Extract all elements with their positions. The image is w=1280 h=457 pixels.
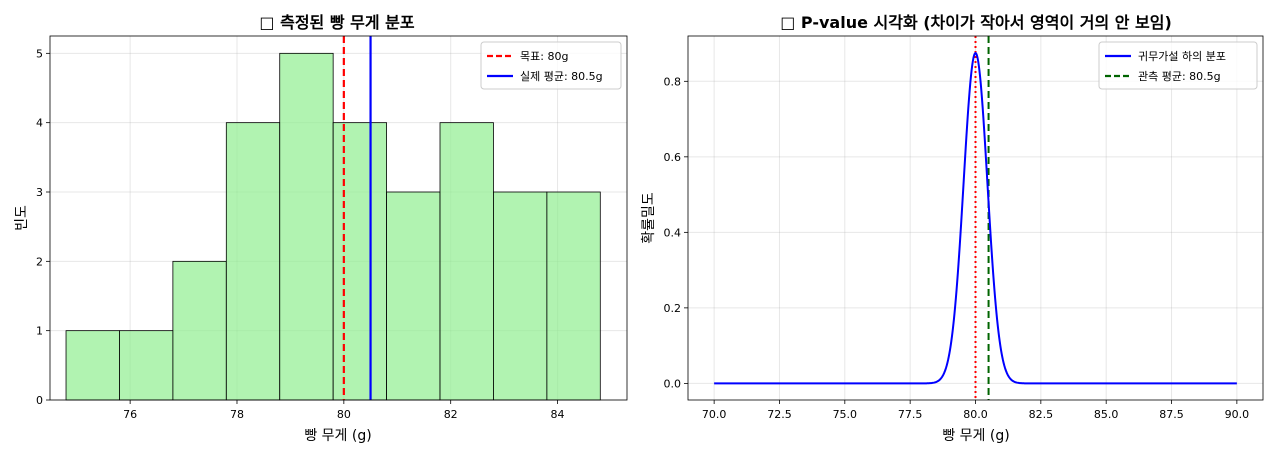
histogram-legend: 목표: 80g 실제 평균: 80.5g [480, 41, 622, 90]
histogram-x-axis-label: 빵 무게 (g) [304, 428, 371, 444]
legend-mean-label: 실제 평균: 80.5g [520, 70, 603, 83]
histogram-bar [172, 260, 227, 401]
y-tick-label: 0.0 [664, 377, 682, 390]
null-distribution-curve [714, 51, 1237, 385]
histogram-y-axis-label: 빈도 [14, 205, 30, 231]
histogram-bar [493, 191, 548, 401]
histogram-x-ticks: 76 78 80 82 84 [123, 400, 565, 421]
histogram-title: □ 측정된 빵 무게 분포 [259, 13, 414, 32]
pvalue-chart: □ P-value 시각화 (차이가 작아서 영역이 거의 안 보임) 70.0… [641, 13, 1264, 444]
x-tick-label: 82 [444, 408, 458, 421]
histogram-bars [65, 52, 601, 401]
y-tick-label: 1 [36, 325, 43, 338]
y-tick-label: 2 [36, 255, 43, 268]
legend-observed-label: 관측 평균: 80.5g [1138, 70, 1221, 83]
x-tick-label: 80.0 [963, 408, 988, 421]
pvalue-y-ticks: 0.0 0.2 0.4 0.6 0.8 [664, 75, 688, 390]
pvalue-title: □ P-value 시각화 (차이가 작아서 영역이 거의 안 보임) [780, 13, 1172, 32]
legend-target-label: 목표: 80g [520, 50, 568, 63]
histogram-bar [386, 191, 441, 401]
histogram-bar [119, 330, 174, 401]
x-tick-label: 75.0 [833, 408, 858, 421]
x-tick-label: 70.0 [702, 408, 727, 421]
histogram-reference-lines [342, 36, 372, 400]
histogram-bar [546, 191, 601, 401]
histogram-bar [439, 122, 494, 401]
histogram-bar [65, 330, 120, 401]
y-tick-label: 5 [36, 47, 43, 60]
y-tick-label: 0 [36, 394, 43, 407]
y-tick-label: 3 [36, 186, 43, 199]
pvalue-legend-box [1098, 41, 1258, 90]
histogram-bar [279, 52, 334, 401]
x-tick-label: 82.5 [1029, 408, 1054, 421]
pvalue-legend: 귀무가설 하의 분포 관측 평균: 80.5g [1098, 41, 1258, 90]
y-tick-label: 0.8 [664, 75, 682, 88]
pvalue-x-ticks: 70.0 72.5 75.0 77.5 80.0 82.5 85.0 87.5 90.0 [702, 400, 1249, 421]
y-tick-label: 0.2 [664, 302, 682, 315]
legend-null-label: 귀무가설 하의 분포 [1138, 49, 1226, 63]
x-tick-label: 84 [551, 408, 565, 421]
x-tick-label: 87.5 [1159, 408, 1184, 421]
histogram-legend-box [480, 41, 622, 90]
histogram-plot-frame [49, 35, 628, 401]
histogram-bar [332, 122, 387, 401]
histogram-chart: □ 측정된 빵 무게 분포 76 78 80 82 84 0 1 2 3 4 5 빵 무게 (g)… [14, 13, 628, 444]
x-tick-label: 72.5 [767, 408, 792, 421]
x-tick-label: 76 [123, 408, 137, 421]
x-tick-label: 85.0 [1094, 408, 1119, 421]
x-tick-label: 77.5 [898, 408, 923, 421]
x-tick-label: 80 [337, 408, 351, 421]
x-tick-label: 78 [230, 408, 244, 421]
pvalue-x-axis-label: 빵 무게 (g) [942, 428, 1009, 444]
pvalue-y-axis-label: 확률밀도 [641, 192, 657, 244]
x-tick-label: 90.0 [1225, 408, 1250, 421]
y-tick-label: 0.6 [664, 151, 682, 164]
histogram-bar [225, 122, 281, 401]
histogram-y-ticks: 0 1 2 3 4 5 [36, 47, 50, 407]
y-tick-label: 4 [36, 117, 43, 130]
y-tick-label: 0.4 [664, 226, 682, 239]
